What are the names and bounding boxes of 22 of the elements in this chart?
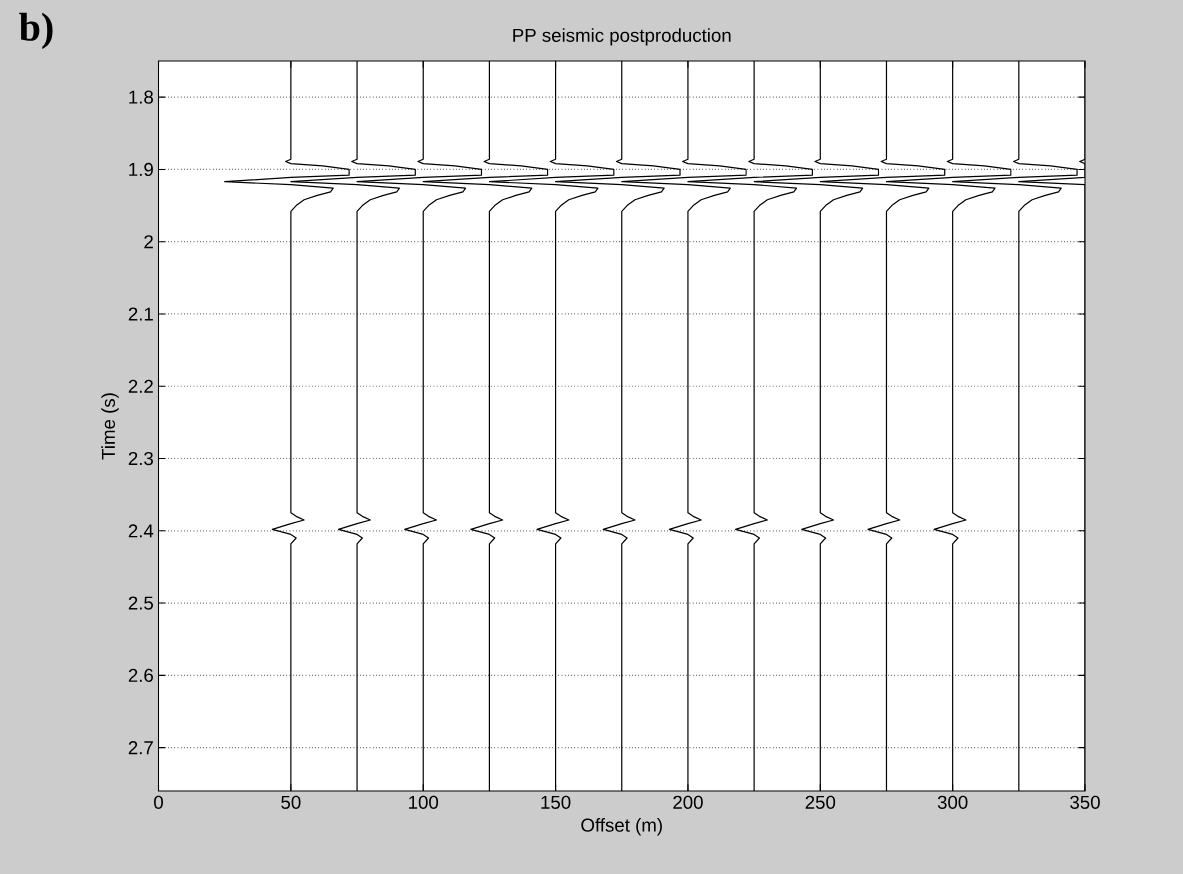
y-tick-label: 2.1	[128, 307, 153, 321]
chart-title: PP seismic postproduction	[513, 28, 731, 46]
y-tick-label: 1.8	[129, 90, 153, 104]
x-tick-label: 150	[541, 795, 571, 809]
y-tick-label: 1.9	[129, 162, 153, 177]
x-tick-label: 50	[281, 795, 301, 809]
y-tick-label: 2.7	[128, 741, 153, 755]
text: b)	[19, 12, 53, 49]
y-tick-label: 2.6	[128, 668, 153, 682]
y-tick-label: 2.3	[128, 451, 153, 466]
y-tick-label: 2.2	[128, 379, 153, 393]
x-tick-label: 300	[937, 795, 968, 809]
x-tick-label: 200	[673, 795, 703, 809]
y-tick-label: 2.4	[128, 524, 154, 538]
y-tick-label: 2.5	[128, 596, 154, 610]
x-tick-label: 100	[409, 795, 439, 809]
x-tick-label: 350	[1070, 795, 1100, 809]
y-tick-label: 2	[144, 235, 153, 249]
y-axis-title: Time (s)	[101, 393, 119, 460]
x-axis-title: Offset (m)	[581, 818, 662, 836]
x-tick-label: 0	[154, 795, 163, 809]
x-tick-label: 250	[805, 795, 836, 809]
